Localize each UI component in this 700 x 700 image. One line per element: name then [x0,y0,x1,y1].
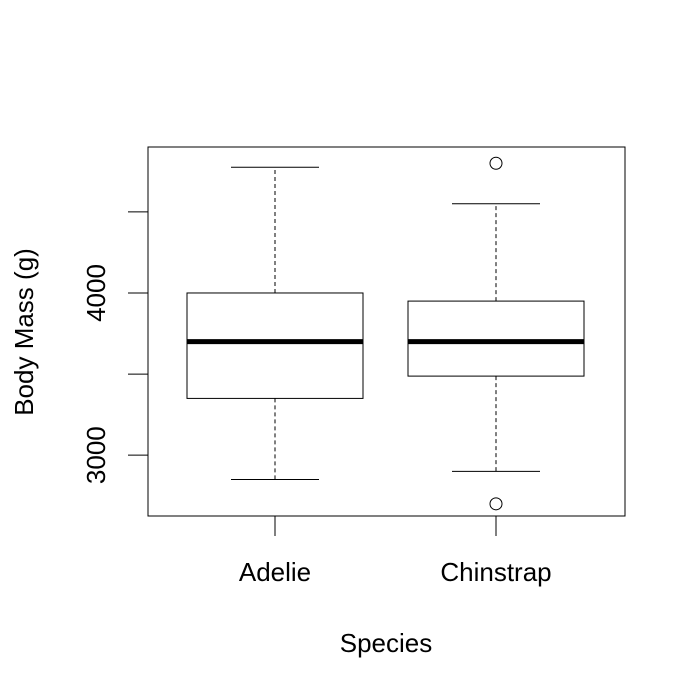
outlier-point [489,156,503,170]
y-axis-label: Body Mass (g) [9,248,39,416]
boxes-group [186,156,585,511]
y-tick-label: 3000 [81,426,111,484]
iqr-box [186,292,364,399]
x-axis-label: Species [340,628,433,658]
x-tick-label: Chinstrap [440,557,551,587]
y-axis: 3000 4000 [81,211,148,484]
outlier-point [489,497,503,511]
box-chinstrap [407,156,585,511]
box-adelie [186,166,364,481]
plot-frame [147,146,626,517]
x-axis: Adelie Chinstrap [239,516,552,587]
x-tick-label: Adelie [239,557,311,587]
iqr-box [407,300,585,377]
y-tick-label: 4000 [81,264,111,322]
